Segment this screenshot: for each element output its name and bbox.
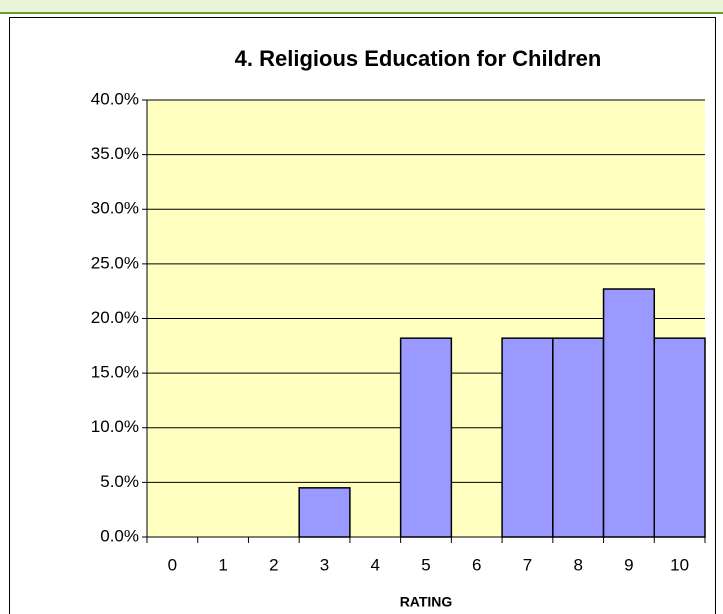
x-tick-label: 5 bbox=[421, 555, 430, 574]
y-tick-label: 20.0% bbox=[91, 308, 139, 327]
bar bbox=[552, 337, 605, 538]
y-tick-label: 40.0% bbox=[91, 89, 139, 108]
y-tick-label: 15.0% bbox=[91, 363, 139, 382]
x-tick-label: 4 bbox=[371, 555, 380, 574]
x-tick-label: 8 bbox=[573, 555, 582, 574]
x-tick-label: 7 bbox=[523, 555, 532, 574]
chart-title: 4. Religious Education for Children bbox=[235, 46, 602, 71]
bar bbox=[399, 337, 453, 538]
x-tick-label: 6 bbox=[472, 555, 481, 574]
bar bbox=[602, 288, 656, 538]
x-tick-label: 0 bbox=[168, 555, 177, 574]
bar bbox=[298, 487, 351, 538]
bar bbox=[653, 337, 706, 538]
y-tick-label: 5.0% bbox=[100, 472, 139, 491]
x-tick-label: 3 bbox=[320, 555, 329, 574]
y-tick-label: 10.0% bbox=[91, 417, 139, 436]
x-tick-label: 10 bbox=[670, 555, 689, 574]
y-tick-label: 25.0% bbox=[91, 253, 139, 272]
y-tick-label: 0.0% bbox=[100, 526, 139, 545]
top-band bbox=[0, 0, 723, 14]
y-tick-label: 30.0% bbox=[91, 199, 139, 218]
x-tick-label: 9 bbox=[624, 555, 633, 574]
bar bbox=[501, 337, 554, 538]
x-tick-label: 2 bbox=[269, 555, 278, 574]
x-tick-label: 1 bbox=[218, 555, 227, 574]
y-tick-label: 35.0% bbox=[91, 144, 139, 163]
x-axis-label: RATING bbox=[400, 594, 453, 610]
